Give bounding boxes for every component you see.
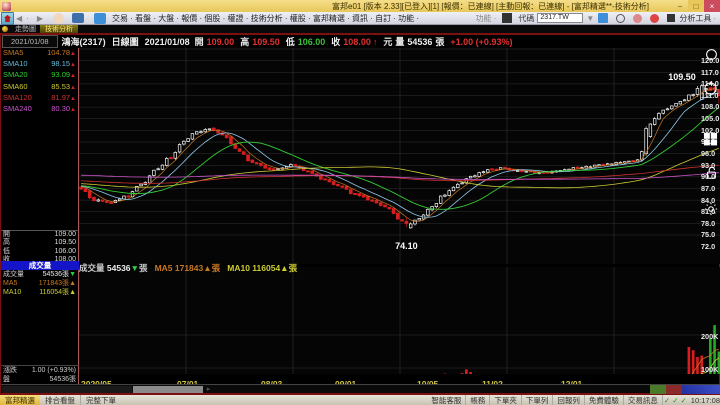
svg-text:74.10: 74.10 — [395, 241, 418, 251]
svg-text:109.50: 109.50 — [668, 72, 696, 82]
